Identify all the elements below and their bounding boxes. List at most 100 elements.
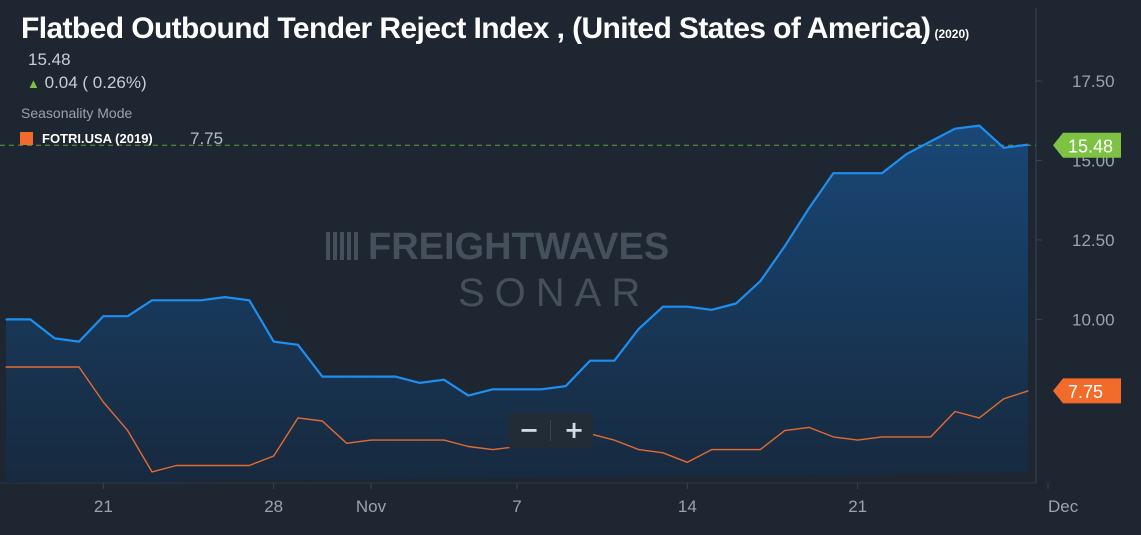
- chart-title: Flatbed Outbound Tender Reject Index , (…: [21, 12, 969, 46]
- up-arrow-icon: ▲: [27, 76, 40, 91]
- data-point-0-2: [54, 337, 56, 340]
- data-point-0-12: [297, 344, 299, 346]
- data-point-1-27: [662, 452, 664, 454]
- data-point-1-7: [175, 464, 177, 467]
- data-point-0-40: [978, 124, 980, 127]
- data-point-0-36: [881, 172, 883, 174]
- data-point-0-25: [613, 360, 615, 362]
- data-point-1-42: [1027, 390, 1029, 392]
- data-point-1-8: [200, 464, 202, 467]
- data-point-1-15: [370, 439, 372, 441]
- data-point-0-20: [492, 388, 494, 390]
- data-point-1-32: [784, 429, 786, 432]
- y-tick-label-1: 12.50: [1072, 231, 1115, 250]
- legend-value: 7.75: [190, 129, 224, 148]
- data-point-0-41: [1003, 147, 1005, 149]
- y-tick-label-0: 10.00: [1072, 310, 1115, 329]
- data-point-0-30: [735, 302, 737, 305]
- data-point-0-38: [930, 140, 932, 143]
- change-indicator: ▲ 0.04 ( 0.26%): [27, 73, 147, 93]
- x-tick-label-3: 7: [512, 497, 521, 516]
- data-point-1-28: [686, 461, 688, 463]
- legend-swatch[interactable]: [20, 132, 33, 145]
- data-point-1-26: [638, 449, 640, 451]
- data-point-0-5: [127, 315, 129, 317]
- zoom-divider: [550, 420, 551, 441]
- data-point-1-18: [443, 439, 445, 441]
- chart-title-text: Flatbed Outbound Tender Reject Index , (…: [21, 12, 931, 45]
- data-point-0-35: [857, 172, 859, 174]
- data-point-0-29: [711, 309, 713, 311]
- watermark-line1: FREIGHTWAVES: [368, 226, 669, 268]
- data-point-1-25: [613, 439, 615, 441]
- last-value-flag-1: [1053, 378, 1121, 404]
- data-point-1-36: [881, 436, 883, 438]
- data-point-1-29: [711, 449, 713, 451]
- x-tick-label-2: Nov: [356, 497, 387, 516]
- last-value-label-1: 7.75: [1068, 382, 1103, 402]
- data-point-1-14: [346, 442, 348, 444]
- data-point-1-5: [127, 429, 129, 432]
- data-point-0-42: [1027, 144, 1029, 146]
- data-point-1-10: [248, 464, 250, 467]
- data-point-0-8: [200, 299, 202, 301]
- data-point-1-37: [905, 436, 907, 438]
- data-point-1-30: [735, 449, 737, 451]
- data-point-0-6: [151, 299, 153, 301]
- y-tick-label-3: 17.50: [1072, 72, 1115, 91]
- zoom-out-button[interactable]: −: [519, 416, 540, 444]
- data-point-0-24: [589, 360, 591, 362]
- data-point-1-4: [102, 401, 104, 403]
- data-point-0-19: [467, 395, 469, 397]
- x-tick-label-6: Dec: [1048, 497, 1079, 516]
- data-point-0-39: [954, 128, 956, 130]
- x-tick-label-4: 14: [678, 497, 697, 516]
- last-value-flag-0: [1053, 132, 1121, 158]
- data-point-1-40: [978, 417, 980, 419]
- data-point-0-16: [394, 375, 396, 378]
- data-point-1-6: [151, 471, 153, 473]
- zoom-control: − +: [508, 413, 593, 448]
- data-point-0-26: [638, 328, 640, 330]
- data-point-0-4: [102, 315, 104, 317]
- data-point-1-38: [930, 436, 932, 438]
- data-point-0-7: [175, 299, 177, 301]
- data-point-0-28: [686, 306, 688, 308]
- mode-label: Seasonality Mode: [21, 105, 133, 121]
- data-point-0-3: [78, 341, 80, 343]
- data-point-1-39: [954, 410, 956, 413]
- data-point-0-13: [321, 375, 323, 378]
- data-point-1-17: [419, 439, 421, 441]
- data-point-0-34: [832, 172, 834, 174]
- data-point-0-33: [808, 207, 810, 209]
- data-point-0-1: [29, 318, 31, 320]
- data-point-1-33: [808, 426, 810, 428]
- data-point-0-31: [759, 280, 761, 282]
- data-point-1-19: [467, 445, 469, 448]
- watermark: FREIGHTWAVES SONAR: [326, 226, 669, 315]
- data-point-1-20: [492, 449, 494, 451]
- data-point-1-2: [54, 366, 56, 368]
- x-tick-label-1: 28: [264, 497, 283, 516]
- change-text: 0.04 ( 0.26%): [44, 73, 147, 92]
- data-point-1-9: [224, 464, 226, 467]
- x-tick-label-5: 21: [848, 497, 867, 516]
- data-point-1-13: [321, 420, 323, 422]
- data-point-1-12: [297, 417, 299, 419]
- watermark-logo-icon: [326, 232, 358, 260]
- data-point-0-0: [5, 318, 7, 320]
- last-value-label-0: 15.48: [1068, 136, 1113, 156]
- data-point-0-14: [346, 375, 348, 378]
- data-point-0-37: [905, 153, 907, 155]
- data-point-1-3: [78, 366, 80, 368]
- x-tick-label-0: 21: [94, 497, 113, 516]
- legend-label[interactable]: FOTRI.USA (2019): [42, 131, 153, 146]
- data-point-1-1: [29, 366, 31, 368]
- data-point-1-41: [1003, 398, 1005, 400]
- data-point-0-17: [419, 382, 421, 384]
- watermark-line2: SONAR: [458, 271, 650, 315]
- data-point-1-35: [857, 439, 859, 441]
- data-point-0-27: [662, 306, 664, 308]
- data-point-0-21: [516, 388, 518, 390]
- zoom-in-button[interactable]: +: [564, 416, 585, 444]
